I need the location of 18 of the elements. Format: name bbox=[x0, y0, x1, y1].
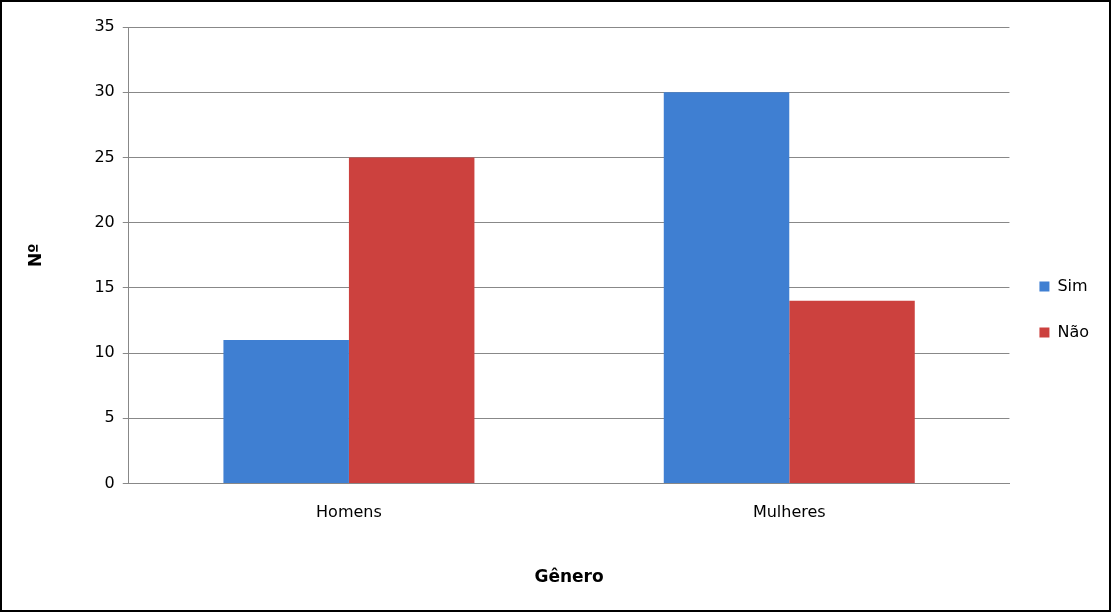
y-tick-label: 15 bbox=[94, 276, 115, 296]
x-tick-label: Homens bbox=[316, 502, 382, 522]
legend-label: Sim bbox=[1057, 275, 1088, 295]
bar bbox=[789, 300, 915, 483]
y-tick-label: 5 bbox=[104, 407, 115, 427]
legend-label: Não bbox=[1057, 321, 1089, 341]
x-tick-label: Mulheres bbox=[752, 502, 826, 522]
y-tick-label: 10 bbox=[94, 342, 115, 362]
y-tick-label: 25 bbox=[94, 146, 115, 166]
y-axis-title: Nº bbox=[24, 243, 45, 268]
bar bbox=[348, 157, 475, 483]
y-tick-label: 0 bbox=[104, 472, 115, 492]
y-tick-label: 30 bbox=[94, 81, 115, 101]
bar bbox=[663, 92, 790, 483]
y-tick-label: 35 bbox=[94, 16, 115, 36]
y-tick-label: 20 bbox=[94, 211, 115, 231]
bar bbox=[223, 339, 349, 483]
x-axis-title: Gênero bbox=[534, 566, 604, 587]
